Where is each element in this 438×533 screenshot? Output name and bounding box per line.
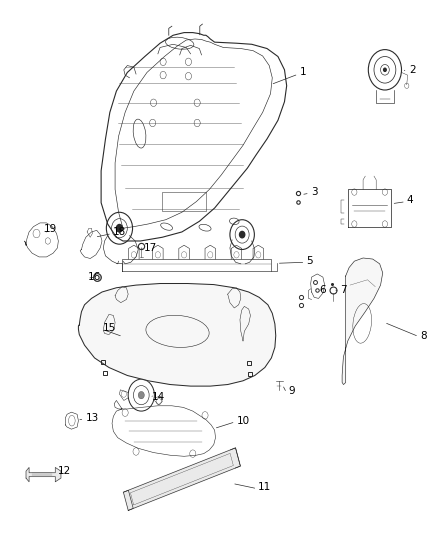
Text: 15: 15 bbox=[103, 322, 117, 333]
Text: 18: 18 bbox=[113, 227, 126, 237]
Circle shape bbox=[138, 391, 145, 399]
Text: 9: 9 bbox=[288, 386, 295, 397]
Text: 14: 14 bbox=[151, 392, 165, 402]
Text: 11: 11 bbox=[258, 482, 272, 492]
Polygon shape bbox=[342, 258, 383, 384]
Text: 5: 5 bbox=[306, 256, 313, 266]
Text: 1: 1 bbox=[300, 68, 307, 77]
Circle shape bbox=[384, 68, 386, 71]
Text: 12: 12 bbox=[57, 466, 71, 476]
Text: 10: 10 bbox=[237, 416, 250, 426]
Text: 17: 17 bbox=[144, 243, 157, 253]
Circle shape bbox=[117, 224, 123, 232]
Text: 13: 13 bbox=[86, 413, 99, 423]
Circle shape bbox=[240, 231, 245, 238]
Text: 16: 16 bbox=[88, 272, 101, 282]
Text: 6: 6 bbox=[319, 286, 326, 295]
Polygon shape bbox=[78, 284, 276, 386]
Text: 19: 19 bbox=[43, 224, 57, 235]
Text: 2: 2 bbox=[409, 65, 416, 75]
Text: 4: 4 bbox=[407, 195, 413, 205]
Polygon shape bbox=[124, 448, 240, 511]
Text: 7: 7 bbox=[340, 286, 347, 295]
Text: 8: 8 bbox=[420, 330, 427, 341]
Text: 3: 3 bbox=[311, 187, 317, 197]
Polygon shape bbox=[26, 467, 61, 482]
